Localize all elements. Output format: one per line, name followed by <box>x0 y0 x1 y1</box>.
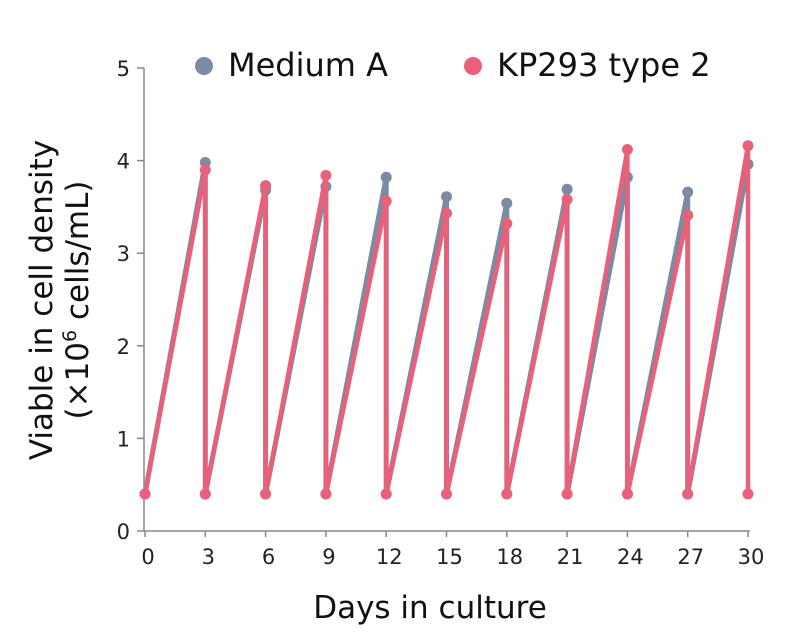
x-tick-label: 27 <box>677 545 704 569</box>
data-point <box>139 488 151 500</box>
y-axis-title-line1: Viable in cell density <box>24 140 60 460</box>
data-point <box>260 180 272 192</box>
x-tick-label: 30 <box>738 545 765 569</box>
y-ticks: 0 1 2 3 4 5 <box>117 57 144 544</box>
data-point <box>561 183 573 195</box>
data-point <box>742 488 754 500</box>
x-tick-label: 3 <box>202 545 215 569</box>
y-tick-label: 1 <box>117 427 130 451</box>
y-axis-title: Viable in cell density (×106 cells/mL) <box>24 140 96 460</box>
y-tick-label: 4 <box>117 150 130 174</box>
data-point <box>380 488 392 500</box>
data-point <box>441 488 452 500</box>
x-tick-label: 0 <box>141 545 154 569</box>
data-point <box>441 191 452 203</box>
data-point <box>561 194 573 205</box>
y-axis-title-superscript: 6 <box>59 330 81 342</box>
data-point <box>199 488 211 500</box>
legend-marker-kp293-type-2 <box>464 57 482 75</box>
data-point <box>621 144 633 155</box>
y-tick-label: 0 <box>117 520 130 544</box>
x-tick-label: 9 <box>322 545 335 569</box>
x-tick-label: 12 <box>376 545 403 569</box>
legend: Medium A KP293 type 2 <box>195 46 711 84</box>
legend-label-kp293-type-2: KP293 type 2 <box>497 46 711 84</box>
data-point <box>501 197 513 209</box>
data-point <box>682 186 694 198</box>
data-point <box>742 140 754 152</box>
series-kp293-type-2 <box>139 140 754 500</box>
data-point <box>380 195 392 207</box>
data-point <box>621 488 633 500</box>
legend-label-medium-a: Medium A <box>228 46 388 84</box>
data-point <box>441 207 452 219</box>
data-point <box>320 169 332 181</box>
data-point <box>320 488 332 500</box>
y-axis-title-suffix: cells/mL) <box>60 181 96 330</box>
x-tick-label: 18 <box>496 545 523 569</box>
x-tick-label: 15 <box>436 545 463 569</box>
y-tick-label: 2 <box>117 335 130 359</box>
x-tick-label: 21 <box>557 545 584 569</box>
data-point <box>682 209 694 221</box>
x-tick-label: 24 <box>617 545 644 569</box>
data-point <box>682 488 694 500</box>
data-point <box>561 488 573 500</box>
y-tick-label: 3 <box>117 242 130 266</box>
y-tick-label: 5 <box>117 57 130 81</box>
data-point <box>501 218 513 230</box>
series-layer <box>139 140 754 500</box>
y-axis-title-line2: (×106 cells/mL) <box>59 181 96 420</box>
data-point <box>380 171 392 183</box>
y-axis-title-prefix: (×10 <box>60 342 96 420</box>
data-point <box>501 488 513 500</box>
x-axis-title: Days in culture <box>313 590 547 626</box>
x-tick-label: 6 <box>262 545 275 569</box>
legend-marker-medium-a <box>195 57 213 75</box>
data-point <box>260 488 272 500</box>
data-point <box>199 164 211 176</box>
x-ticks: 0 3 6 9 12 15 18 21 24 27 30 <box>141 531 764 569</box>
